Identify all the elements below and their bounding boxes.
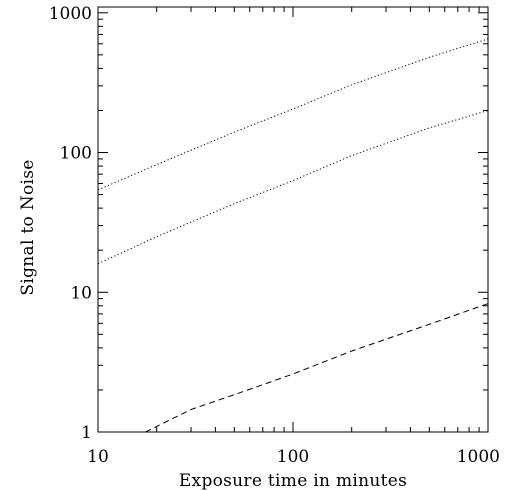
plot-frame <box>97 6 489 433</box>
x-tick-label: 1000 <box>457 447 500 467</box>
x-tick-label: 100 <box>277 447 309 467</box>
x-axis-title: Exposure time in minutes <box>179 471 407 491</box>
x-axis-ticks: 10 100 1000 <box>87 7 500 467</box>
series-line-3 <box>145 303 489 433</box>
series-line-1 <box>97 38 489 191</box>
y-axis-title: Signal to Noise <box>18 159 38 295</box>
y-tick-label: 1000 <box>49 4 92 24</box>
x-tick-label: 10 <box>87 447 109 467</box>
y-tick-label: 10 <box>70 283 92 303</box>
y-tick-label: 1 <box>81 423 92 443</box>
y-axis-ticks: 1 10 100 1000 <box>49 4 488 443</box>
y-tick-label: 100 <box>60 144 92 164</box>
series-line-2 <box>97 110 489 265</box>
series-layer <box>97 38 489 433</box>
